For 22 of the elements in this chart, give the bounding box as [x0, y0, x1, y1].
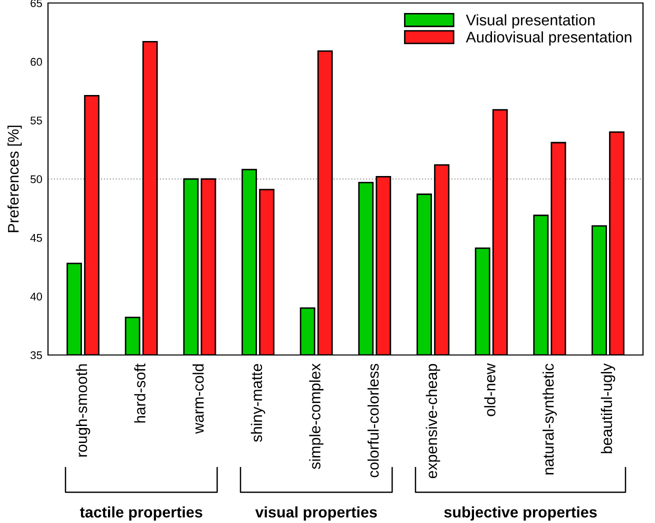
x-tick-label: colorful-colorless: [368, 364, 379, 478]
x-tick-label: expensive-cheap: [426, 364, 440, 478]
legend-label: Audiovisual presentation: [466, 31, 632, 46]
y-tick-label: 45: [30, 234, 42, 242]
x-tick-label: hard-soft: [134, 363, 146, 423]
y-axis-title: Preferences [%]: [8, 126, 22, 232]
x-tick-label: beautiful-ugly: [600, 363, 616, 454]
legend-label: Visual presentation: [466, 14, 595, 28]
text: visual properties: [255, 506, 377, 521]
y-tick-label: 35: [30, 351, 42, 360]
y-tick-label: 60: [30, 58, 42, 66]
y-tick-label: 50: [30, 175, 42, 184]
x-tick-label: rough-smooth: [76, 364, 90, 457]
y-tick-label: 40: [30, 292, 42, 300]
x-tick-label: old-new: [484, 363, 496, 416]
y-tick-label: 55: [30, 116, 42, 124]
x-tick-label: shiny-matte: [250, 364, 266, 442]
text: tactile properties: [80, 506, 202, 521]
x-tick-label: natural-synthetic: [542, 364, 557, 474]
text: subjective properties: [444, 506, 597, 521]
x-tick-label: warm-cold: [192, 364, 204, 434]
x-tick-label: simple-complex: [309, 363, 324, 470]
